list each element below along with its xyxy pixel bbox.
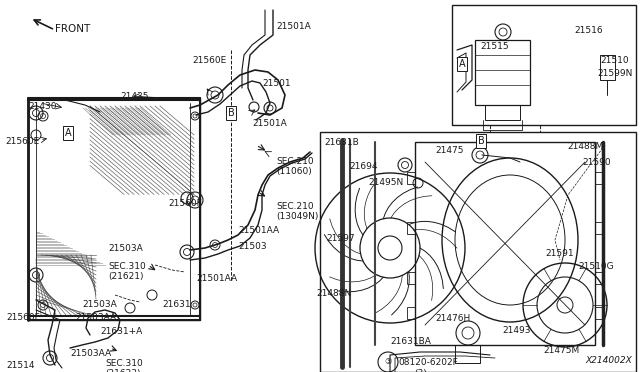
Bar	[415, 142, 595, 345]
Text: 21503: 21503	[238, 242, 267, 251]
Text: 21516: 21516	[574, 26, 603, 35]
Bar	[475, 40, 530, 105]
Text: 21590: 21590	[582, 158, 611, 167]
Text: 21631: 21631	[162, 300, 191, 309]
Bar	[407, 272, 415, 284]
Text: 21560F: 21560F	[168, 199, 202, 208]
Bar	[407, 172, 415, 184]
Text: 21599N: 21599N	[597, 69, 632, 78]
Bar	[595, 307, 603, 319]
Text: 21475: 21475	[435, 146, 463, 155]
Text: 08120-6202F: 08120-6202F	[398, 358, 458, 367]
Text: FRONT: FRONT	[55, 24, 90, 34]
Text: SEC.310: SEC.310	[105, 359, 143, 368]
Text: 21501A: 21501A	[276, 22, 311, 31]
Text: 21560E: 21560E	[5, 137, 39, 146]
Bar	[407, 222, 415, 234]
Bar	[595, 272, 603, 284]
Bar	[595, 222, 603, 234]
Text: 21503AA: 21503AA	[75, 313, 116, 322]
Text: 21501: 21501	[262, 79, 291, 88]
Text: (13049N): (13049N)	[276, 212, 318, 221]
Text: 21510G: 21510G	[578, 262, 614, 271]
Bar	[455, 345, 480, 363]
Text: ③: ③	[384, 357, 392, 366]
Bar	[407, 307, 415, 319]
Text: 21694: 21694	[349, 162, 378, 171]
Text: 21631B: 21631B	[324, 138, 359, 147]
Text: 21501AA: 21501AA	[238, 226, 279, 235]
Text: 21503A: 21503A	[82, 300, 116, 309]
Text: 21488N: 21488N	[316, 289, 351, 298]
Text: 21501AA: 21501AA	[196, 274, 237, 283]
Text: 21631BA: 21631BA	[390, 337, 431, 346]
Text: A: A	[65, 128, 71, 138]
Text: 21495N: 21495N	[368, 178, 403, 187]
Bar	[28, 98, 200, 320]
Text: A: A	[459, 59, 465, 69]
Text: 21597: 21597	[326, 234, 355, 243]
Text: 21503AA: 21503AA	[70, 349, 111, 358]
Bar	[320, 132, 636, 372]
Text: (3): (3)	[414, 369, 427, 372]
Text: 21475M: 21475M	[543, 346, 579, 355]
Text: 21560F: 21560F	[6, 313, 40, 322]
Text: 21503A: 21503A	[108, 244, 143, 253]
Text: SEC.210: SEC.210	[276, 202, 314, 211]
Text: (21621): (21621)	[108, 272, 143, 281]
Text: 21430: 21430	[28, 102, 56, 111]
Text: (11060): (11060)	[276, 167, 312, 176]
Bar	[452, 5, 636, 125]
Text: 21515: 21515	[480, 42, 509, 51]
Text: B: B	[477, 136, 484, 146]
Text: SEC.310: SEC.310	[108, 262, 146, 271]
Text: 21476H: 21476H	[435, 314, 470, 323]
Text: 21631+A: 21631+A	[100, 327, 142, 336]
Text: X214002X: X214002X	[585, 356, 632, 365]
Bar	[595, 172, 603, 184]
Text: 21560E: 21560E	[192, 56, 227, 65]
Text: 21488M: 21488M	[567, 142, 604, 151]
Text: 21591: 21591	[545, 249, 573, 258]
Text: (21623): (21623)	[105, 369, 141, 372]
Bar	[485, 105, 520, 120]
Text: 21510: 21510	[600, 56, 628, 65]
Text: 21501A: 21501A	[252, 119, 287, 128]
Text: 21435: 21435	[120, 92, 148, 101]
Bar	[600, 55, 615, 80]
Text: 21514: 21514	[6, 361, 35, 370]
Text: SEC.210: SEC.210	[276, 157, 314, 166]
Text: B: B	[228, 108, 234, 118]
Text: 21493: 21493	[502, 326, 531, 335]
